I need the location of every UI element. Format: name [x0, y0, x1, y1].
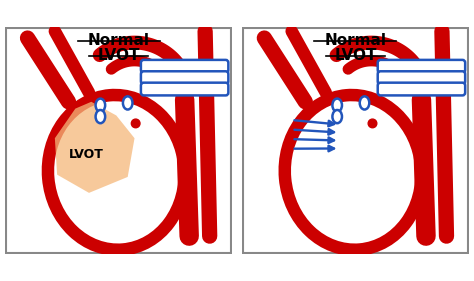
Ellipse shape	[332, 99, 342, 112]
Ellipse shape	[302, 113, 404, 232]
FancyBboxPatch shape	[378, 83, 465, 96]
Text: Normal: Normal	[88, 33, 150, 49]
Ellipse shape	[285, 95, 421, 250]
Ellipse shape	[360, 96, 369, 110]
Circle shape	[131, 119, 140, 128]
FancyBboxPatch shape	[378, 60, 465, 73]
Ellipse shape	[123, 96, 132, 110]
Ellipse shape	[96, 99, 105, 112]
Ellipse shape	[332, 110, 342, 123]
FancyBboxPatch shape	[378, 71, 465, 84]
FancyBboxPatch shape	[141, 60, 228, 73]
Text: LVOT: LVOT	[334, 48, 377, 63]
Polygon shape	[55, 102, 135, 193]
Circle shape	[368, 119, 377, 128]
Text: LVOT: LVOT	[69, 148, 104, 161]
Ellipse shape	[96, 110, 105, 123]
Text: LVOT: LVOT	[97, 48, 140, 63]
FancyBboxPatch shape	[141, 83, 228, 96]
FancyBboxPatch shape	[141, 71, 228, 84]
Ellipse shape	[65, 113, 168, 232]
Ellipse shape	[48, 95, 185, 250]
Text: Normal: Normal	[324, 33, 386, 49]
